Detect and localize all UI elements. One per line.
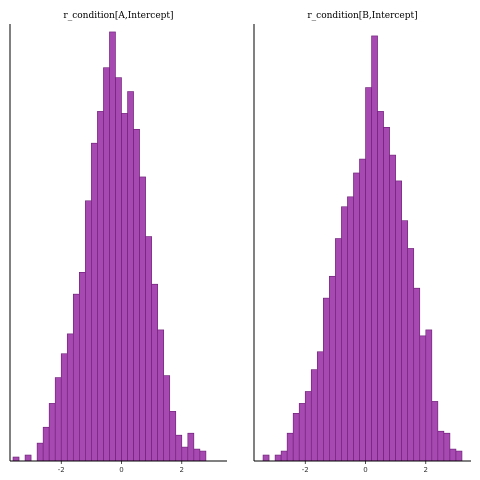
histogram-bar — [383, 126, 390, 462]
histogram-bar — [395, 180, 402, 462]
histogram-bar — [54, 377, 62, 462]
x-tick-label: 2 — [424, 466, 428, 474]
histogram-bar — [443, 432, 451, 462]
histogram-bar — [79, 271, 86, 462]
histogram-bar — [329, 275, 336, 462]
histogram-bar — [163, 375, 171, 462]
x-tick-label: 0 — [363, 466, 367, 474]
histogram-bar — [109, 31, 116, 462]
histogram-bar — [24, 454, 32, 462]
histogram-bar — [145, 236, 152, 462]
x-tick-label: -2 — [58, 466, 65, 474]
histogram-bar — [91, 142, 98, 462]
histogram-bar — [133, 128, 140, 462]
histogram-bar — [335, 238, 342, 462]
histogram-bar — [103, 67, 110, 462]
panel-title: r_condition[B,Intercept] — [307, 11, 417, 21]
histogram-bar — [455, 450, 463, 462]
histogram-bar — [419, 335, 427, 462]
histogram-bar — [121, 113, 128, 462]
histogram-bar — [12, 456, 20, 462]
histogram-bar — [365, 87, 372, 462]
histogram-bar — [199, 450, 207, 462]
histogram-bar — [193, 448, 201, 462]
histogram-bar — [60, 353, 68, 462]
histogram-bar — [359, 158, 366, 462]
panel-a: r_condition[A,Intercept] -2 0 2 — [9, 11, 227, 474]
panel-title: r_condition[A,Intercept] — [63, 11, 173, 21]
histogram-bar — [274, 454, 282, 462]
histogram-bar — [169, 411, 177, 462]
histogram-bar — [139, 176, 146, 462]
histogram-bar — [431, 401, 439, 462]
histogram-bar — [371, 35, 378, 462]
x-tick-label: 2 — [180, 466, 184, 474]
histogram-bar — [298, 403, 306, 462]
histogram-bar — [97, 111, 104, 462]
histogram-bar — [48, 403, 56, 462]
histogram-bar — [413, 287, 421, 462]
histogram-bar — [341, 206, 348, 462]
histogram-bar — [36, 442, 44, 462]
histogram-bar — [323, 297, 330, 462]
histogram-bar — [353, 172, 360, 462]
histogram-bar — [85, 200, 92, 462]
histogram-bar — [66, 333, 74, 462]
histogram-bar — [72, 293, 80, 462]
histogram-bar — [292, 413, 300, 462]
histogram-bar — [401, 220, 409, 462]
histogram-bar — [389, 154, 396, 462]
histogram-bar — [316, 351, 324, 462]
x-tick-label: -2 — [302, 466, 309, 474]
histogram-bar — [286, 432, 294, 462]
histogram-bar — [449, 448, 457, 462]
histogram-bar — [127, 91, 134, 462]
histogram-bar — [42, 426, 50, 462]
histogram-bar — [175, 434, 183, 462]
histogram-bar — [437, 430, 445, 462]
histogram-bar — [407, 248, 415, 462]
histogram-bar — [181, 446, 189, 462]
histogram-bar — [157, 329, 165, 462]
histogram-bar — [187, 432, 195, 462]
histogram-bar — [310, 369, 318, 462]
histogram-bar — [304, 391, 312, 462]
x-tick-label: 0 — [119, 466, 123, 474]
histogram-bar — [425, 329, 433, 462]
histogram-bar — [377, 111, 384, 462]
histogram-bar — [262, 454, 270, 462]
histogram-bar — [280, 450, 288, 462]
panel-b: r_condition[B,Intercept] -2 0 2 — [253, 11, 471, 474]
histogram-bar — [151, 283, 158, 462]
histogram-bar — [115, 77, 122, 462]
histogram-bar — [347, 196, 354, 462]
